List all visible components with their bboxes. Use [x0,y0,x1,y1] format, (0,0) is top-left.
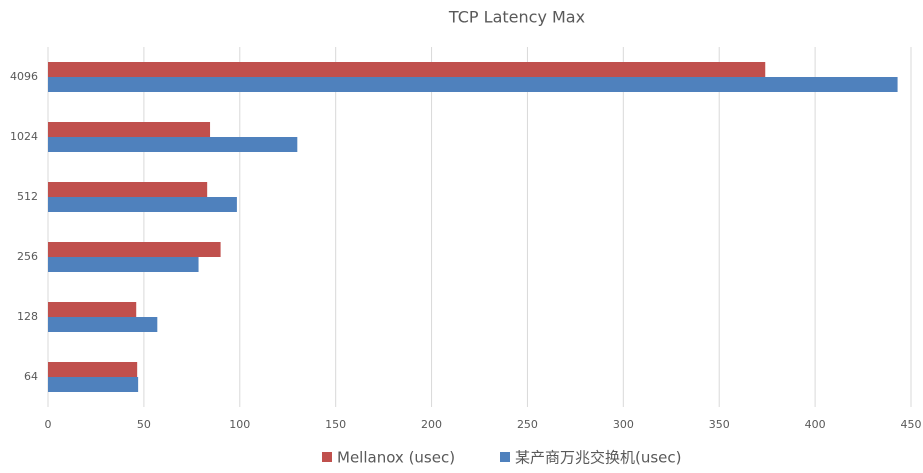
legend-swatch [322,452,332,462]
y-tick-label: 64 [24,370,38,383]
legend-swatch [500,452,510,462]
legend-label: Mellanox (usec) [337,449,455,467]
bar [48,122,211,137]
bar [48,362,138,377]
bar [48,257,199,272]
x-tick-label: 0 [45,418,52,431]
bar [48,137,298,152]
bar [48,317,158,332]
x-tick-label: 300 [613,418,634,431]
bar [48,377,139,392]
y-tick-label: 512 [17,190,38,203]
x-tick-label: 50 [137,418,151,431]
y-tick-label: 4096 [10,70,38,83]
legend-label: 某产商万兆交换机(usec) [515,449,682,467]
y-tick-label: 1024 [10,130,38,143]
x-tick-label: 150 [325,418,346,431]
x-tick-label: 250 [517,418,538,431]
bar [48,77,898,92]
bar [48,242,221,257]
y-tick-label: 128 [17,310,38,323]
x-tick-label: 100 [229,418,250,431]
x-tick-label: 400 [805,418,826,431]
x-tick-label: 350 [709,418,730,431]
chart-title: TCP Latency Max [448,8,585,27]
x-tick-label: 450 [901,418,922,431]
y-tick-label: 256 [17,250,38,263]
bar [48,182,208,197]
bar [48,62,766,77]
bar [48,302,137,317]
x-tick-label: 200 [421,418,442,431]
bar [48,197,237,212]
